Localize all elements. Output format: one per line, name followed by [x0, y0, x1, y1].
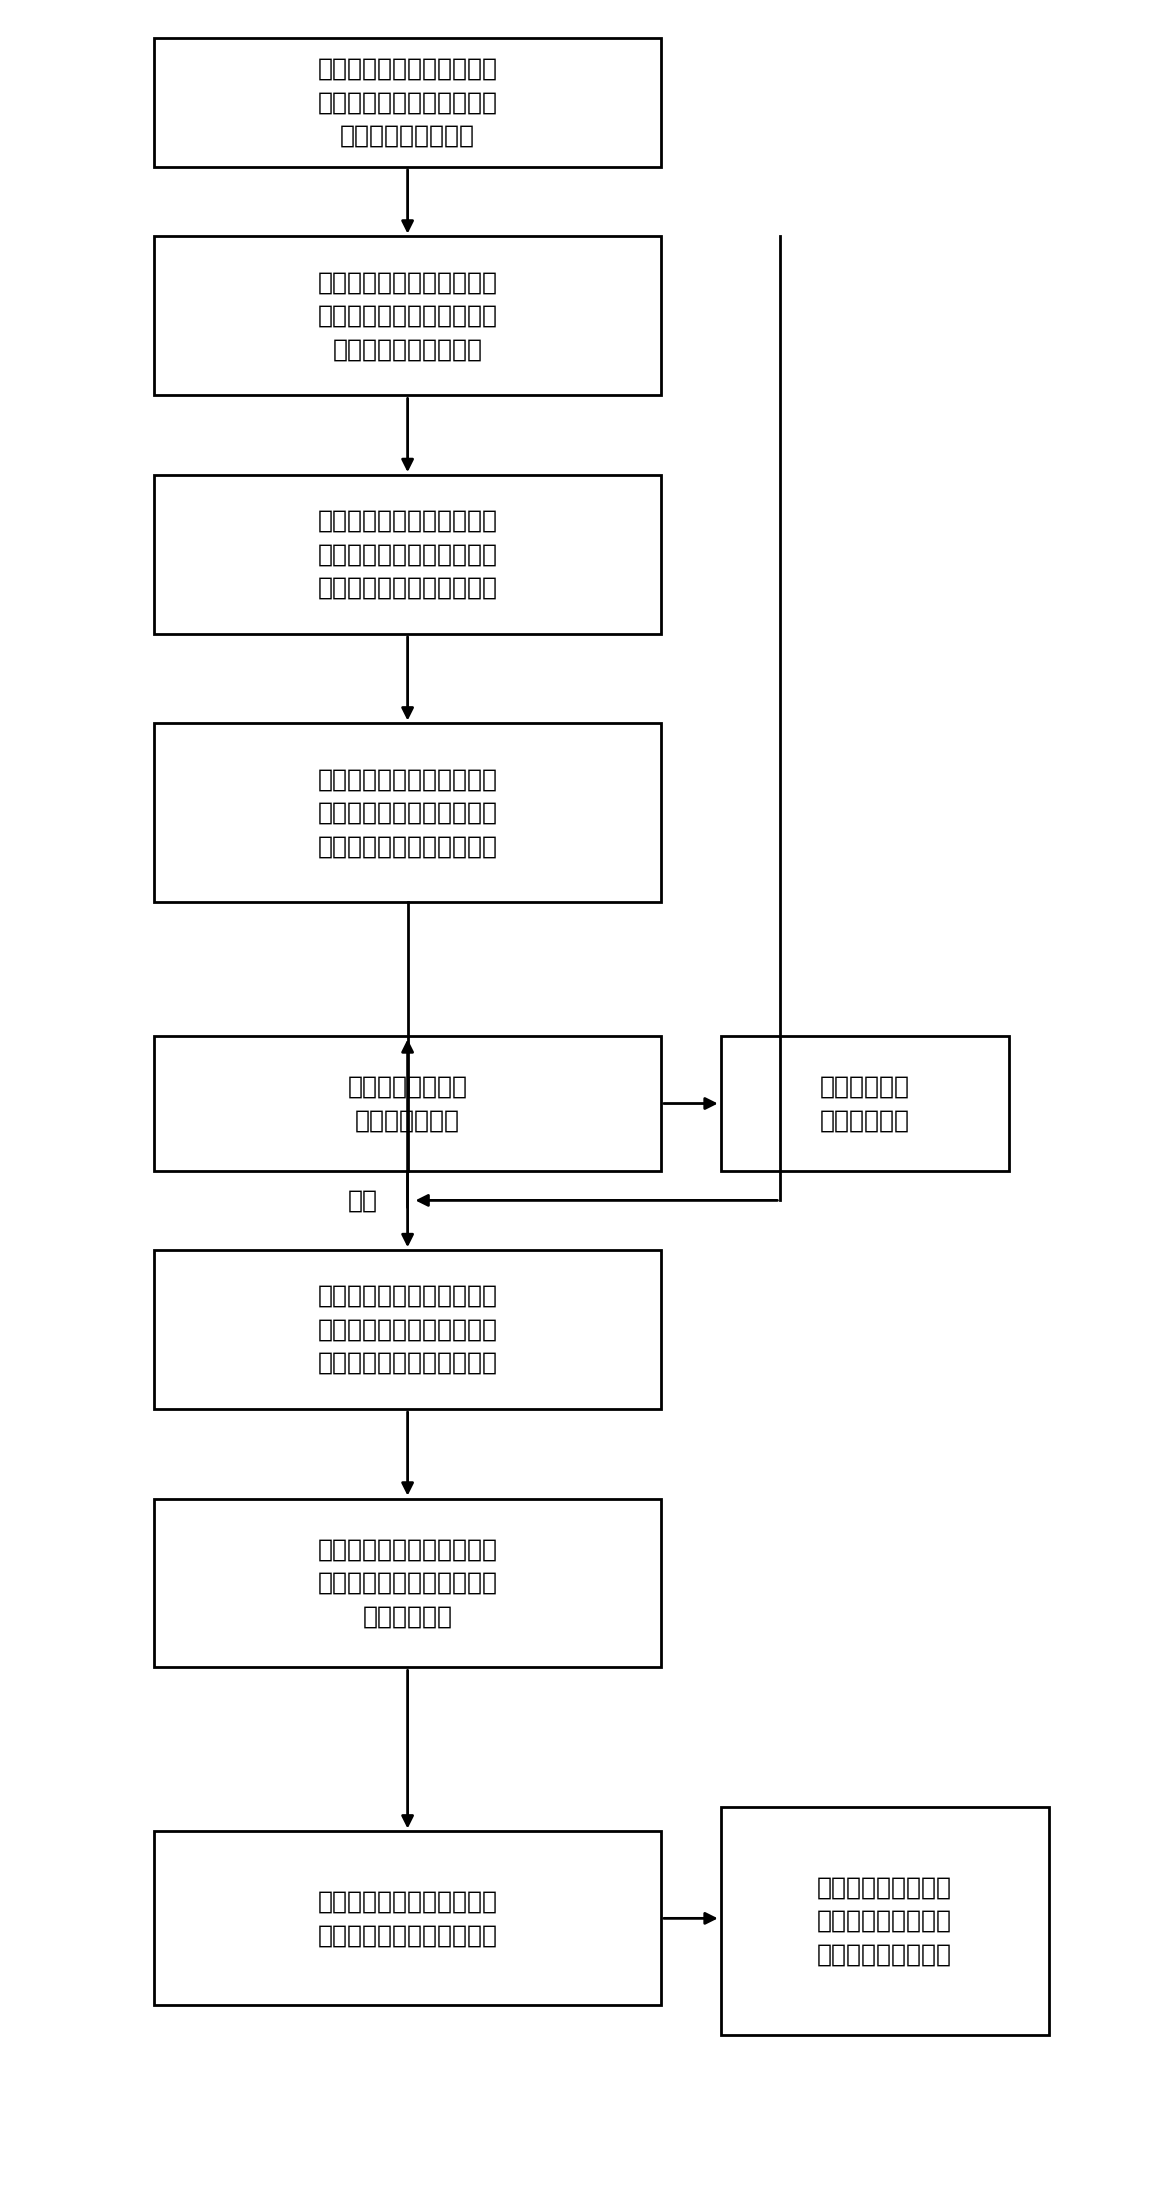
Bar [155, 723, 661, 902]
Text: 向粒子种群中比自身适应度
函数值小的所有粒子学习，
以更新当前粒子速度和位置: 向粒子种群中比自身适应度 函数值小的所有粒子学习， 以更新当前粒子速度和位置 [317, 509, 498, 599]
Text: 第二次迭代得到每一个粒子
的新的适应度函数值，并选
出最小的新的适应度函数值: 第二次迭代得到每一个粒子 的新的适应度函数值，并选 出最小的新的适应度函数值 [317, 767, 498, 858]
Text: 向粒子种群中比自身适应度
函数值小的所有粒子学习，
以更新当前粒子速度和位置: 向粒子种群中比自身适应度 函数值小的所有粒子学习， 以更新当前粒子速度和位置 [317, 1285, 498, 1375]
Text: 对每个粒子的位置计算适应
度函数值，将最小的适应度
函数值作为全局最优值: 对每个粒子的位置计算适应 度函数值，将最小的适应度 函数值作为全局最优值 [317, 270, 498, 360]
Text: 二者中较小者作为
新的全局最优值: 二者中较小者作为 新的全局最优值 [348, 1075, 468, 1132]
Text: 重复迭代计算和更新当前粒
子速度与位置，直到完成设
定的迭代次数: 重复迭代计算和更新当前粒 子速度与位置，直到完成设 定的迭代次数 [317, 1537, 498, 1630]
Bar [155, 475, 661, 635]
Bar [721, 1037, 1008, 1170]
Bar [155, 1831, 661, 2005]
Bar [155, 1249, 661, 1408]
Text: 将获得的最新的全局最优值
作为最后的全局粒子最优值: 将获得的最新的全局最优值 作为最后的全局粒子最优值 [317, 1890, 498, 1948]
Bar [155, 1499, 661, 1667]
Text: 初始化最大迭代次数、粒子
总数，随机设置粒子速度、
位置、两个学习因子: 初始化最大迭代次数、粒子 总数，随机设置粒子速度、 位置、两个学习因子 [317, 57, 498, 148]
Text: 比较: 比较 [348, 1187, 378, 1212]
Bar [155, 38, 661, 168]
Bar [155, 1037, 661, 1170]
Text: 保存对应位置
作为最优位置: 保存对应位置 作为最优位置 [820, 1075, 909, 1132]
Bar [155, 237, 661, 396]
Text: 输出此时最后的粒子
最优值对应的全局最
优位置作为检测符号: 输出此时最后的粒子 最优值对应的全局最 优位置作为检测符号 [818, 1875, 952, 1966]
Bar [721, 1806, 1049, 2034]
